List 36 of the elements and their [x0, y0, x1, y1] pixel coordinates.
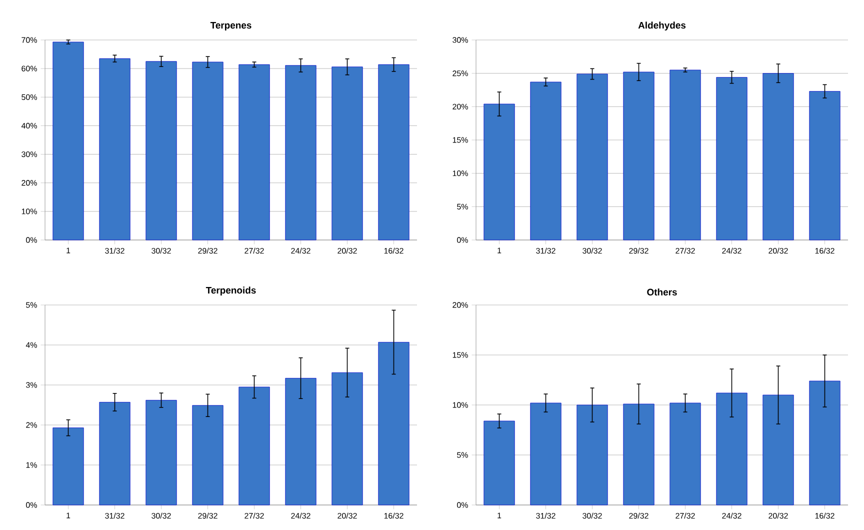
bar: [285, 65, 316, 240]
bar: [716, 392, 748, 506]
bar: [192, 405, 224, 506]
bar: [623, 404, 654, 506]
bar: [530, 402, 562, 506]
bar: [530, 82, 562, 240]
bar: [576, 74, 608, 240]
bar: [52, 42, 84, 240]
bar: [484, 104, 515, 240]
bar: [99, 58, 130, 240]
chart-title: Terpenes: [210, 22, 252, 30]
bar: [332, 372, 363, 506]
chart-title: Others: [647, 288, 677, 296]
bar: [809, 380, 840, 506]
bar: [670, 402, 701, 506]
bar: [378, 64, 410, 240]
bar: [192, 62, 224, 240]
bar: [146, 61, 177, 240]
bar: [484, 420, 515, 506]
bar: [762, 73, 794, 240]
bar: [576, 404, 608, 506]
bar: [378, 342, 410, 506]
bar: [809, 91, 840, 240]
bar: [238, 64, 270, 240]
bar: [99, 402, 130, 506]
bar: [623, 72, 654, 240]
bar: [285, 378, 316, 506]
chart-title: Aldehydes: [638, 22, 686, 30]
bar: [52, 428, 84, 506]
bar: [762, 394, 794, 506]
bar: [716, 77, 748, 240]
chart-title: Terpenoids: [206, 286, 256, 296]
bar: [146, 400, 177, 506]
bar: [332, 66, 363, 240]
bar: [670, 70, 701, 240]
bar: [238, 386, 270, 506]
